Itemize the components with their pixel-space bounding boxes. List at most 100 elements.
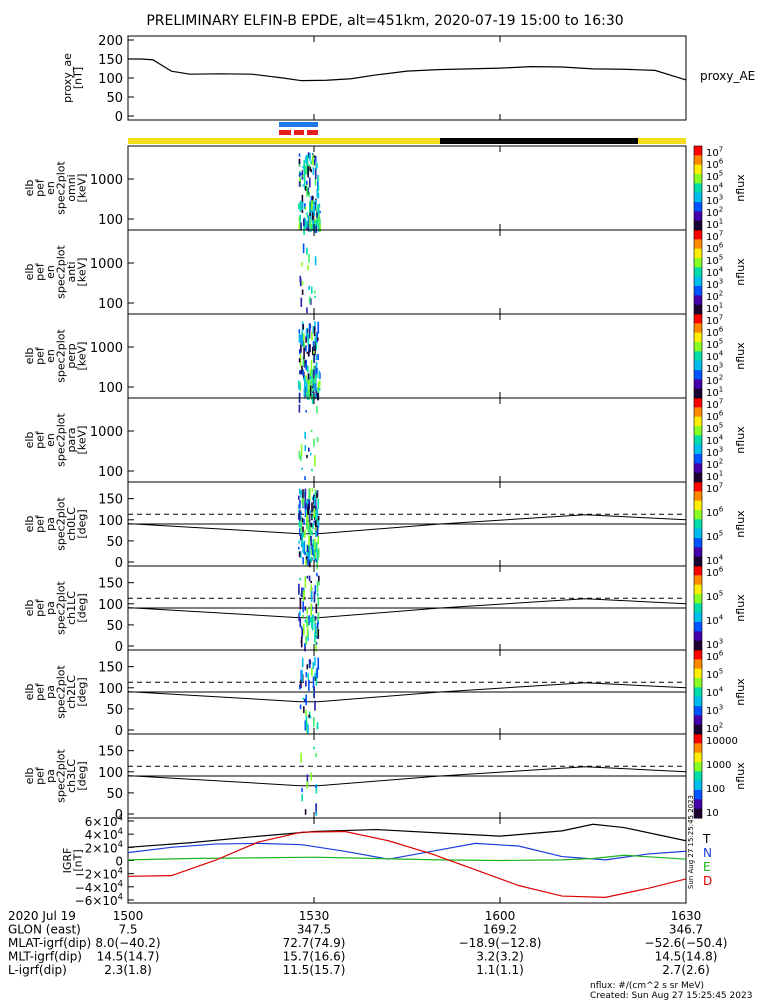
pa-data-speckle bbox=[314, 538, 316, 550]
spec-data-speckle bbox=[315, 199, 317, 210]
pa-data-speckle bbox=[314, 622, 317, 629]
pa-data-speckle bbox=[310, 536, 312, 546]
spec-colorbar-tick: 104 bbox=[706, 350, 724, 364]
pa-data-speckle bbox=[304, 529, 306, 538]
colorbar-label: nflux bbox=[734, 258, 747, 286]
spec-data-speckle bbox=[298, 451, 301, 459]
pa-data-speckle bbox=[317, 536, 319, 545]
pa-data-speckle bbox=[301, 587, 303, 597]
pa-data-speckle bbox=[317, 629, 320, 639]
pa-data-speckle bbox=[300, 493, 302, 498]
spec-data-speckle bbox=[316, 436, 319, 443]
pa-data-speckle bbox=[315, 811, 318, 816]
spec-data-speckle bbox=[310, 393, 313, 400]
pa-data-speckle bbox=[312, 662, 315, 670]
spec-colorbar-tick: 105 bbox=[706, 254, 723, 268]
pa-data-speckle bbox=[310, 580, 312, 584]
pa-data-speckle bbox=[299, 551, 302, 559]
spec-data-speckle bbox=[298, 181, 301, 187]
spec-data-speckle bbox=[307, 166, 309, 178]
spec-colorbar-swatch bbox=[694, 314, 702, 324]
spec-colorbar-tick: 103 bbox=[706, 446, 723, 460]
spec-data-speckle bbox=[311, 369, 313, 380]
spec-y-axis-label-line: [keV] bbox=[75, 174, 88, 203]
pa-data-speckle bbox=[315, 676, 318, 686]
pa-data-speckle bbox=[311, 488, 314, 492]
spec-data-speckle bbox=[306, 186, 308, 197]
pa-data-speckle bbox=[315, 642, 318, 645]
pa-colorbar-swatch bbox=[694, 612, 702, 623]
spec-colorbar-tick: 101 bbox=[706, 386, 723, 400]
pa-data-speckle bbox=[313, 500, 315, 513]
spec-data-speckle bbox=[305, 375, 307, 382]
grf-series-E bbox=[127, 854, 687, 862]
spec-data-speckle bbox=[312, 390, 314, 394]
spec-colorbar-swatch bbox=[694, 146, 702, 156]
spec-data-speckle bbox=[304, 206, 307, 210]
pa-data-speckle bbox=[300, 490, 303, 494]
pa-data-speckle bbox=[306, 774, 309, 787]
spec-data-speckle bbox=[314, 365, 316, 376]
ae-y-axis-label-line: proxy_ae bbox=[61, 53, 74, 103]
pa-data-speckle bbox=[304, 720, 307, 731]
spec-data-speckle bbox=[304, 363, 306, 368]
pa-data-speckle bbox=[303, 540, 306, 543]
spec-data-speckle bbox=[301, 289, 304, 295]
spec-data-speckle bbox=[302, 184, 305, 187]
pa-colorbar-swatch bbox=[694, 519, 702, 530]
spec-data-speckle bbox=[303, 220, 306, 231]
pa-colorbar-swatch bbox=[694, 734, 702, 744]
pa-y-axis-label-line: spec2plot bbox=[54, 665, 67, 719]
pa-data-speckle bbox=[298, 551, 301, 557]
spec-data-speckle bbox=[316, 209, 319, 213]
grf-y-axis-label: IGRF[nT] bbox=[61, 848, 85, 874]
spec-data-speckle bbox=[302, 324, 304, 330]
pa-data-speckle bbox=[317, 548, 320, 558]
spec-data-speckle bbox=[305, 328, 308, 339]
pa-colorbar-tick: 10 bbox=[706, 808, 719, 819]
spec-panel-frame bbox=[127, 313, 687, 399]
spec-colorbar-tick: 106 bbox=[706, 158, 724, 172]
spec-colorbar-swatch bbox=[694, 155, 702, 166]
spec-data-speckle bbox=[303, 388, 306, 397]
spec-colorbar-swatch bbox=[694, 323, 702, 334]
colorbar-label: nflux bbox=[734, 762, 747, 790]
spec-colorbar-swatch bbox=[694, 444, 702, 455]
pa-data-speckle bbox=[298, 504, 300, 509]
footer-created: Created: Sun Aug 27 15:25:45 2023 bbox=[590, 991, 752, 1000]
spec-data-speckle bbox=[299, 172, 302, 176]
spec-data-speckle bbox=[317, 177, 320, 181]
spec-data-speckle bbox=[310, 360, 313, 370]
spec-data-speckle bbox=[298, 385, 300, 390]
pa-loss-cone-line bbox=[127, 514, 687, 535]
pa-data-speckle bbox=[302, 591, 305, 602]
pa-y-axis-label-line: spec2plot bbox=[54, 581, 67, 635]
science-zone-bar bbox=[279, 122, 318, 127]
spec-data-speckle bbox=[303, 333, 305, 341]
pa-colorbar-tick: 104 bbox=[706, 614, 724, 628]
pa-data-speckle bbox=[303, 518, 305, 525]
orbit-row-value: 15.7(16.6) bbox=[283, 950, 346, 964]
spec-data-speckle bbox=[309, 344, 311, 353]
spec-data-speckle bbox=[300, 222, 302, 231]
spec-data-speckle bbox=[303, 160, 305, 171]
pa-data-speckle bbox=[300, 670, 302, 680]
pa-colorbar-swatch bbox=[694, 622, 702, 632]
pa-y-axis-label-line: [deg] bbox=[75, 509, 88, 538]
spec-data-speckle bbox=[313, 350, 315, 354]
pa-loss-cone-line bbox=[127, 766, 687, 787]
pa-data-speckle bbox=[311, 530, 313, 536]
spec-colorbar-tick: 103 bbox=[706, 194, 723, 208]
spec-colorbar-label: nflux bbox=[734, 174, 747, 202]
spec-data-speckle bbox=[298, 358, 301, 363]
spec-y-tick-label: 1000 bbox=[90, 341, 123, 356]
pa-data-speckle bbox=[310, 523, 313, 528]
spec-data-speckle bbox=[298, 223, 301, 231]
pa-colorbar-swatch bbox=[694, 799, 702, 810]
spec-data-speckle bbox=[315, 219, 318, 229]
spec-data-speckle bbox=[313, 377, 315, 383]
spec-data-speckle bbox=[305, 359, 307, 371]
spec-data-speckle bbox=[304, 376, 306, 388]
